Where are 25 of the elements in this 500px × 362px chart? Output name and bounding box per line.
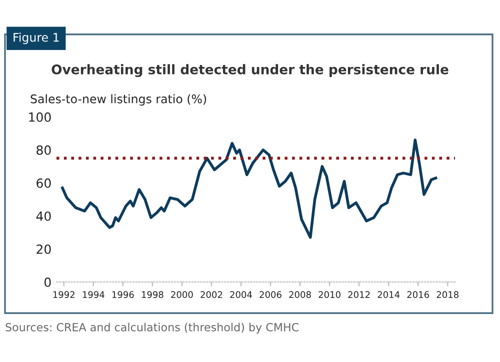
chart-title: Overheating still detected under the persistence rule [52,64,448,78]
x-tick-label: 2004 [230,291,252,298]
x-tick-label: 2002 [200,291,222,298]
caption: Figure 1 [14,32,59,44]
x-tick-label: 2006 [260,291,282,298]
x-tick-label: 2010 [318,291,340,298]
x-tick-label: 2016 [407,291,430,298]
source-note: Sources: CREA and calculations (threshold) by CMHC [6,322,298,334]
y-tick-label: 40 [36,211,51,221]
x-tick-label: 2008 [289,291,311,298]
y-tick-label: 100 [29,112,51,122]
y-tick-label: 60 [36,178,51,188]
x-tick-label: 1996 [112,291,134,298]
y-tick-label: 20 [36,244,51,254]
x-tick-label: 2018 [436,291,458,298]
x-tick-label: 2012 [348,291,370,298]
y-tick-label: 80 [36,145,51,155]
x-tick-label: 1992 [53,291,74,298]
y-axis-title: Sales-to-new listings ratio (%) [30,94,206,106]
x-tick-label: 2000 [171,291,193,298]
x-tick-label: 1994 [82,291,104,298]
x-tick-label: 1998 [142,291,164,298]
y-tick-label: 0 [44,277,51,287]
x-tick-label: 2014 [378,291,400,298]
line-series [61,138,438,239]
